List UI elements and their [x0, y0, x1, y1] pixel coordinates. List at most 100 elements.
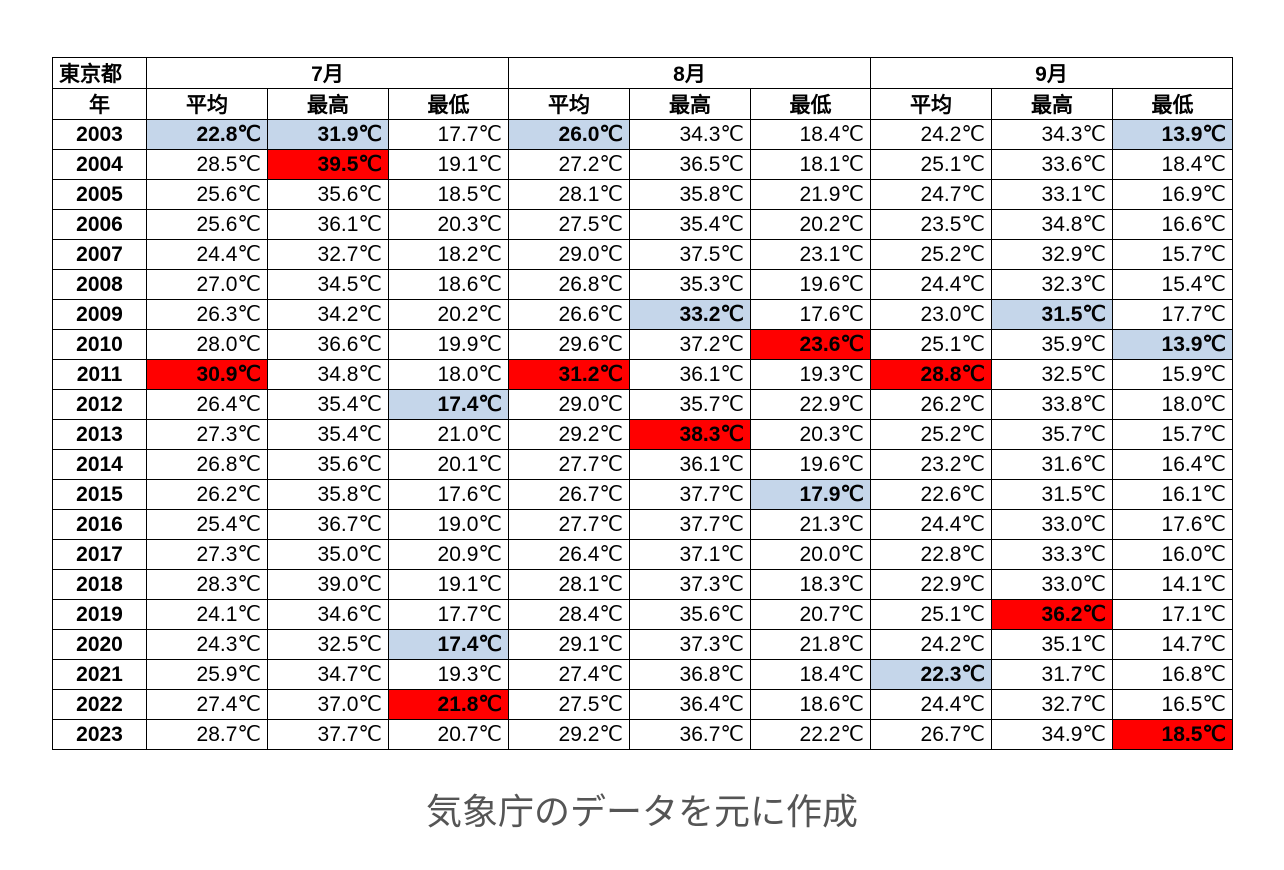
temperature-cell: 27.3℃: [146, 419, 268, 450]
temperature-cell: 35.7℃: [991, 419, 1113, 450]
temperature-cell: 34.8℃: [267, 359, 389, 390]
temperature-cell: 37.1℃: [629, 539, 751, 570]
temperature-cell: 35.3℃: [629, 269, 751, 300]
temperature-cell: 24.1℃: [146, 599, 268, 630]
temperature-cell: 15.9℃: [1112, 359, 1233, 390]
table-row: 2013 27.3℃ 35.4℃ 21.0℃ 29.2℃ 38.3℃ 20.3℃ 25.2℃ 3…: [52, 419, 1233, 450]
year-cell: 2014: [52, 449, 147, 480]
temperature-cell: 29.1℃: [508, 629, 630, 660]
temperature-cell: 35.8℃: [629, 179, 751, 210]
temperature-cell: 36.7℃: [267, 509, 389, 540]
table-row: 2023 28.7℃ 37.7℃ 20.7℃ 29.2℃ 36.7℃ 22.2℃ 26.7℃ 3…: [52, 719, 1233, 750]
temperature-cell: 21.9℃: [750, 179, 871, 210]
temperature-cell: 36.1℃: [629, 449, 751, 480]
temperature-cell: 19.9℃: [388, 329, 509, 360]
temperature-cell: 32.7℃: [267, 239, 389, 270]
temperature-cell: 28.1℃: [508, 179, 630, 210]
table-row: 2004 28.5℃ 39.5℃ 19.1℃ 27.2℃ 36.5℃ 18.1℃ 25.1℃ 3…: [52, 149, 1233, 180]
temperature-cell: 23.0℃: [870, 299, 992, 330]
temperature-cell: 28.1℃: [508, 569, 630, 600]
temperature-cell: 15.7℃: [1112, 239, 1233, 270]
temperature-cell: 34.5℃: [267, 269, 389, 300]
temperature-cell: 15.7℃: [1112, 419, 1233, 450]
temperature-cell: 31.2℃: [508, 359, 630, 390]
month-header-july: 7月: [146, 57, 509, 89]
temperature-cell: 19.3℃: [750, 359, 871, 390]
temperature-cell: 31.5℃: [991, 479, 1113, 510]
temperature-cell: 19.3℃: [388, 659, 509, 690]
temperature-cell: 20.7℃: [750, 599, 871, 630]
year-cell: 2005: [52, 179, 147, 210]
stat-header-average: 平均: [870, 88, 992, 120]
temperature-cell: 37.7℃: [629, 509, 751, 540]
temperature-cell: 26.4℃: [508, 539, 630, 570]
temperature-cell: 27.0℃: [146, 269, 268, 300]
temperature-cell: 37.5℃: [629, 239, 751, 270]
temperature-cell: 23.6℃: [750, 329, 871, 360]
temperature-cell: 18.4℃: [1112, 149, 1233, 180]
temperature-cell: 34.2℃: [267, 299, 389, 330]
temperature-cell: 25.6℃: [146, 209, 268, 240]
temperature-cell: 24.4℃: [870, 269, 992, 300]
temperature-cell: 19.6℃: [750, 449, 871, 480]
temperature-cell: 24.4℃: [870, 509, 992, 540]
temperature-cell: 16.4℃: [1112, 449, 1233, 480]
year-cell: 2020: [52, 629, 147, 660]
temperature-cell: 37.7℃: [629, 479, 751, 510]
year-cell: 2019: [52, 599, 147, 630]
table-row: 2021 25.9℃ 34.7℃ 19.3℃ 27.4℃ 36.8℃ 18.4℃ 22.3℃ 3…: [52, 659, 1233, 690]
stat-header-max: 最高: [991, 88, 1113, 120]
temperature-cell: 22.8℃: [146, 119, 268, 150]
temperature-cell: 27.2℃: [508, 149, 630, 180]
source-caption: 気象庁のデータを元に作成: [425, 792, 858, 833]
temperature-cell: 17.9℃: [750, 479, 871, 510]
table-row: 2005 25.6℃ 35.6℃ 18.5℃ 28.1℃ 35.8℃ 21.9℃ 24.7℃ 3…: [52, 179, 1233, 210]
temperature-cell: 25.6℃: [146, 179, 268, 210]
table-row: 2006 25.6℃ 36.1℃ 20.3℃ 27.5℃ 35.4℃ 20.2℃ 23.5℃ 3…: [52, 209, 1233, 240]
year-cell: 2018: [52, 569, 147, 600]
temperature-cell: 20.3℃: [750, 419, 871, 450]
table-row: 2003 22.8℃ 31.9℃ 17.7℃ 26.0℃ 34.3℃ 18.4℃ 24.2℃ 3…: [52, 119, 1233, 150]
table-row: 2012 26.4℃ 35.4℃ 17.4℃ 29.0℃ 35.7℃ 22.9℃ 26.2℃ 3…: [52, 389, 1233, 420]
temperature-cell: 28.8℃: [870, 359, 992, 390]
temperature-cell: 34.3℃: [991, 119, 1113, 150]
temperature-cell: 24.4℃: [870, 689, 992, 720]
temperature-cell: 29.6℃: [508, 329, 630, 360]
temperature-cell: 18.4℃: [750, 119, 871, 150]
table-row: 2010 28.0℃ 36.6℃ 19.9℃ 29.6℃ 37.2℃ 23.6℃ 25.1℃ 3…: [52, 329, 1233, 360]
temperature-cell: 17.1℃: [1112, 599, 1233, 630]
year-cell: 2009: [52, 299, 147, 330]
temperature-cell: 35.1℃: [991, 629, 1113, 660]
temperature-cell: 32.5℃: [991, 359, 1113, 390]
year-cell: 2017: [52, 539, 147, 570]
temperature-cell: 18.1℃: [750, 149, 871, 180]
temperature-cell: 29.0℃: [508, 239, 630, 270]
temperature-cell: 25.2℃: [870, 239, 992, 270]
temperature-cell: 14.1℃: [1112, 569, 1233, 600]
temperature-cell: 25.1℃: [870, 149, 992, 180]
temperature-cell: 17.4℃: [388, 629, 509, 660]
year-cell: 2007: [52, 239, 147, 270]
year-cell: 2003: [52, 119, 147, 150]
temperature-cell: 33.6℃: [991, 149, 1113, 180]
year-cell: 2023: [52, 719, 147, 750]
temperature-cell: 21.0℃: [388, 419, 509, 450]
stat-header-row: 年 平均 最高 最低 平均 最高 最低 平均 最高 最低: [52, 88, 1233, 120]
temperature-cell: 26.2℃: [146, 479, 268, 510]
temperature-cell: 35.6℃: [629, 599, 751, 630]
temperature-cell: 33.3℃: [991, 539, 1113, 570]
temperature-cell: 35.4℃: [267, 389, 389, 420]
temperature-cell: 25.1℃: [870, 329, 992, 360]
table-row: 2011 30.9℃ 34.8℃ 18.0℃ 31.2℃ 36.1℃ 19.3℃ 28.8℃ 3…: [52, 359, 1233, 390]
temperature-cell: 26.3℃: [146, 299, 268, 330]
temperature-cell: 18.6℃: [388, 269, 509, 300]
temperature-cell: 17.7℃: [388, 599, 509, 630]
temperature-cell: 24.3℃: [146, 629, 268, 660]
temperature-cell: 26.7℃: [508, 479, 630, 510]
temperature-cell: 18.0℃: [388, 359, 509, 390]
table-row: 2019 24.1℃ 34.6℃ 17.7℃ 28.4℃ 35.6℃ 20.7℃ 25.1℃ 3…: [52, 599, 1233, 630]
temperature-cell: 36.5℃: [629, 149, 751, 180]
temperature-cell: 28.5℃: [146, 149, 268, 180]
temperature-cell: 26.2℃: [870, 389, 992, 420]
table-row: 2014 26.8℃ 35.6℃ 20.1℃ 27.7℃ 36.1℃ 19.6℃ 23.2℃ 3…: [52, 449, 1233, 480]
